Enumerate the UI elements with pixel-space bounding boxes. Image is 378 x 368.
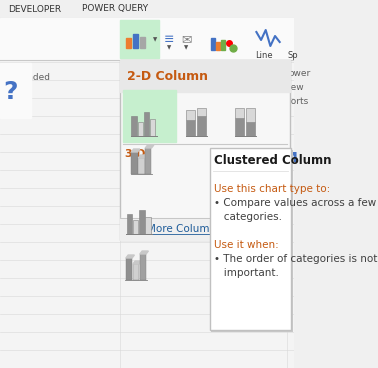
Bar (235, 118, 244, 136)
Bar (246, 122, 255, 136)
Bar (133, 264, 139, 280)
Bar (121, 218, 290, 240)
Bar (138, 122, 143, 136)
Bar (133, 212, 139, 228)
Bar (144, 112, 149, 136)
Bar (123, 90, 176, 142)
Bar (131, 152, 138, 174)
Polygon shape (126, 203, 135, 206)
Polygon shape (140, 199, 149, 202)
Text: ✉: ✉ (181, 33, 192, 46)
Text: Sp: Sp (287, 50, 298, 60)
Bar (145, 148, 152, 174)
Polygon shape (133, 209, 141, 212)
Bar (126, 206, 132, 228)
Polygon shape (138, 155, 147, 158)
Bar (131, 116, 137, 136)
Bar (0, 18, 294, 60)
Text: POWER QUERY: POWER QUERY (82, 4, 148, 14)
Text: harts: harts (4, 88, 27, 96)
Polygon shape (145, 145, 154, 148)
Bar (235, 108, 244, 118)
Polygon shape (140, 251, 149, 254)
Bar (208, 20, 251, 58)
Text: I: I (121, 156, 125, 170)
Bar (127, 214, 132, 234)
Text: DEVELOPER: DEVELOPER (8, 4, 61, 14)
Bar (126, 258, 132, 280)
Bar (126, 38, 131, 48)
Bar (186, 120, 195, 136)
Bar (186, 110, 195, 120)
Text: ≡: ≡ (164, 33, 175, 46)
Bar (138, 158, 144, 174)
Bar (133, 220, 138, 234)
Bar (197, 108, 206, 116)
Text: ▼: ▼ (153, 38, 158, 42)
Text: Clustered Column: Clustered Column (214, 155, 332, 167)
Text: Use this chart type to:: Use this chart type to: (214, 184, 331, 194)
Bar (121, 60, 290, 240)
Text: Use it when:: Use it when: (214, 240, 279, 250)
Text: mmended: mmended (4, 74, 50, 82)
Bar (221, 40, 225, 50)
Bar (216, 42, 220, 50)
Bar (139, 210, 144, 234)
Bar (140, 254, 146, 280)
Text: categories.: categories. (214, 212, 282, 222)
Text: 3-D: 3-D (123, 196, 144, 206)
Text: ▼: ▼ (184, 46, 189, 50)
Text: Line: Line (256, 50, 273, 60)
Text: ower: ower (288, 68, 310, 78)
Text: iew: iew (288, 84, 304, 92)
Bar (210, 148, 291, 330)
Bar (211, 38, 215, 50)
Bar (140, 37, 145, 48)
Text: 3-D: 3-D (124, 149, 146, 159)
Bar (133, 34, 138, 48)
Text: • The order of categories is not: • The order of categories is not (214, 254, 378, 264)
Text: 2-D Column: 2-D Column (127, 70, 208, 82)
Bar (253, 20, 294, 58)
Bar (246, 108, 255, 122)
Text: • Compare values across a few: • Compare values across a few (214, 198, 377, 208)
Bar (121, 20, 159, 58)
Text: M: M (284, 151, 297, 165)
Bar (0, 0, 294, 18)
Bar (145, 217, 151, 234)
Text: ▼: ▼ (167, 46, 172, 50)
Text: More Column Charts...: More Column Charts... (147, 224, 264, 234)
Text: important.: important. (214, 268, 279, 278)
Polygon shape (126, 255, 135, 258)
Bar (150, 119, 155, 136)
Text: ?: ? (4, 80, 18, 104)
Bar (140, 202, 146, 228)
Bar (197, 116, 206, 136)
Text: ports: ports (285, 98, 308, 106)
Polygon shape (133, 261, 141, 264)
Bar (121, 60, 290, 92)
Bar (211, 150, 293, 332)
Bar (0, 63, 31, 118)
Polygon shape (131, 149, 140, 152)
